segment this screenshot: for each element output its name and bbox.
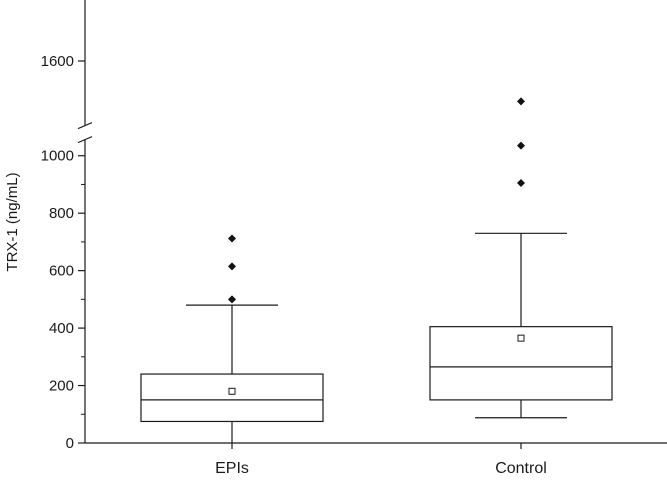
- axes: [77, 0, 667, 444]
- y-tick-label: 1000: [41, 148, 74, 165]
- mean-marker: [228, 387, 236, 395]
- y-axis-title: TRX-1 (ng/mL): [4, 172, 21, 271]
- boxes: EPIs Control: [140, 97, 613, 477]
- outlier-point: [228, 295, 236, 304]
- outlier-point: [517, 141, 525, 150]
- outlier-point: [517, 97, 525, 106]
- outlier-point: [517, 179, 525, 188]
- x-category-label: Control: [495, 460, 547, 477]
- outlier-point: [228, 262, 236, 271]
- axis-break-mark-upper: [77, 122, 93, 130]
- box-group: Control: [429, 97, 613, 477]
- y-axis-ticks: 0 200 400 600 800 1000 1600: [41, 53, 85, 452]
- mean-marker: [517, 334, 525, 342]
- y-tick-label: 0: [66, 435, 74, 452]
- outlier-point: [228, 234, 236, 243]
- axis-break-mark-lower: [77, 136, 93, 144]
- y-tick-label: 800: [49, 205, 74, 222]
- y-tick-label: 200: [49, 378, 74, 395]
- y-tick-label: 1600: [41, 53, 74, 70]
- y-tick-label: 600: [49, 263, 74, 280]
- y-tick-label: 400: [49, 320, 74, 337]
- box-iqr: [140, 373, 324, 423]
- x-category-label: EPIs: [215, 460, 249, 477]
- box-group: EPIs: [140, 234, 324, 477]
